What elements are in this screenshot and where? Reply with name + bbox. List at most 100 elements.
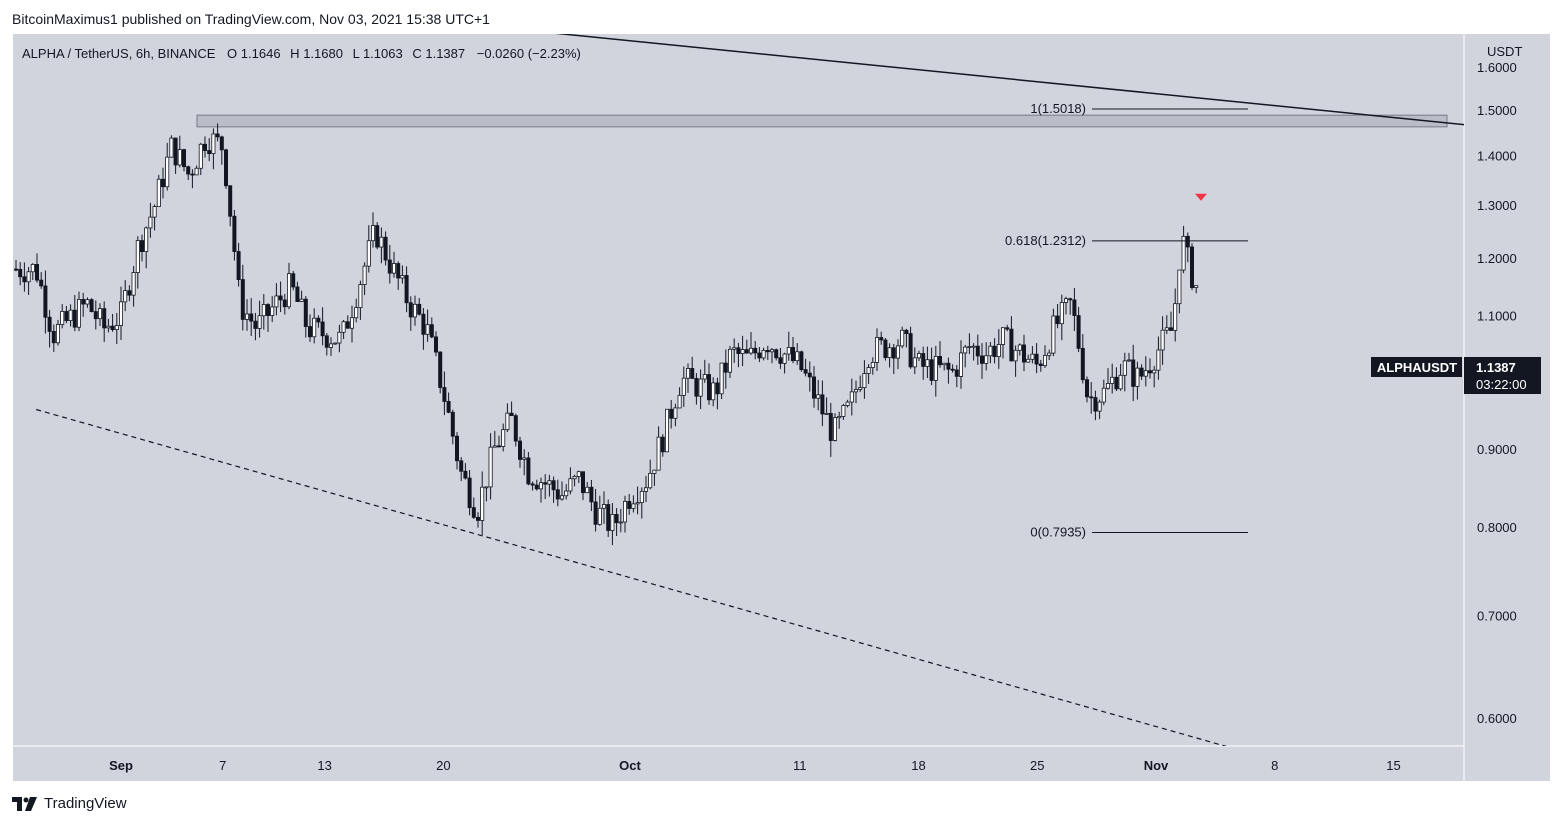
candle-body: [144, 227, 149, 252]
y-tick-label: 0.8000: [1477, 520, 1517, 535]
candle-body: [581, 471, 586, 494]
price-axis-area[interactable]: [1464, 34, 1550, 781]
candle-body: [669, 408, 674, 419]
candle-body: [656, 436, 661, 471]
candle-body: [223, 149, 228, 187]
tradingview-brand[interactable]: TradingView: [12, 795, 127, 812]
candle-body: [282, 299, 287, 308]
candle: [820, 380, 825, 427]
candle-body: [1030, 353, 1035, 360]
candle: [291, 270, 296, 291]
candle-body: [555, 489, 560, 500]
candle: [551, 476, 556, 503]
candle: [694, 373, 699, 405]
candle-body: [72, 309, 77, 328]
fib-label: 1(1.5018): [1030, 101, 1086, 116]
candle: [156, 174, 161, 207]
candle: [387, 244, 392, 284]
candle: [1160, 316, 1165, 365]
candle-body: [761, 350, 766, 359]
candle-body: [366, 240, 371, 267]
candle-body: [131, 272, 136, 296]
candle-body: [358, 284, 363, 309]
currency-label: USDT: [1487, 44, 1522, 59]
candle: [1118, 363, 1123, 391]
candle-body: [946, 362, 951, 370]
candle-body: [106, 325, 111, 329]
badge-ticker: ALPHAUSDT: [1377, 360, 1457, 375]
plot-area[interactable]: [13, 34, 1464, 746]
candle-body: [509, 412, 514, 417]
candle-body: [190, 173, 195, 176]
candle: [1080, 334, 1085, 384]
candle: [576, 470, 581, 484]
candle-body: [215, 133, 220, 138]
candle: [702, 359, 707, 383]
candle-body: [173, 137, 178, 166]
candle-body: [505, 412, 510, 431]
candle-body: [488, 446, 493, 488]
candle-body: [30, 264, 35, 273]
candle: [1068, 297, 1073, 315]
candle-body: [467, 477, 472, 509]
candle: [744, 339, 749, 354]
candle: [908, 326, 913, 369]
candle: [349, 305, 354, 343]
candle-body: [1114, 376, 1119, 390]
candle: [127, 285, 132, 302]
candle: [93, 300, 98, 330]
candle-body: [232, 215, 237, 252]
candle-body: [627, 500, 632, 509]
candle: [160, 167, 165, 199]
candle-body: [56, 324, 61, 344]
candle-body: [446, 401, 451, 413]
candle: [946, 357, 951, 384]
candle: [299, 290, 304, 303]
candle: [148, 202, 153, 238]
candle: [707, 363, 712, 405]
candle: [286, 262, 291, 310]
y-tick-label: 0.9000: [1477, 442, 1517, 457]
candle: [324, 333, 329, 356]
fib-label: 0.618(1.2312): [1005, 233, 1086, 248]
candle-body: [543, 482, 548, 485]
candle-body: [862, 373, 867, 389]
candle-body: [648, 473, 653, 489]
candle: [618, 508, 623, 533]
candle: [1001, 327, 1006, 359]
candle-body: [265, 304, 270, 316]
x-tick-label: Oct: [619, 758, 641, 773]
candle: [496, 435, 501, 448]
candle: [232, 209, 237, 261]
x-tick-label: 13: [317, 758, 331, 773]
candle-body: [328, 343, 333, 348]
candle-body: [295, 286, 300, 302]
candle: [992, 338, 997, 364]
candle-body: [837, 415, 842, 419]
candle-body: [715, 382, 720, 395]
x-tick-label: 11: [793, 758, 807, 773]
candle: [786, 331, 791, 361]
candle: [429, 317, 434, 339]
candle: [1156, 336, 1161, 380]
candle: [240, 264, 245, 331]
candle: [81, 292, 86, 317]
candle: [56, 319, 61, 346]
candle-body: [534, 484, 539, 490]
candle-body: [39, 279, 44, 287]
candle-body: [274, 295, 279, 308]
candle-body: [501, 429, 506, 447]
candle: [589, 479, 594, 512]
candle: [475, 512, 480, 528]
candle: [425, 309, 430, 342]
candle: [539, 477, 544, 503]
candle: [1135, 361, 1140, 400]
candle-body: [887, 347, 892, 358]
candle-body: [22, 276, 27, 283]
time-axis-area[interactable]: [13, 746, 1464, 781]
candle: [526, 452, 531, 486]
candle: [446, 392, 451, 414]
candle-body: [286, 273, 291, 308]
symbol-price-badge[interactable]: ALPHAUSDT 1.1387 03:22:00: [1371, 357, 1541, 394]
